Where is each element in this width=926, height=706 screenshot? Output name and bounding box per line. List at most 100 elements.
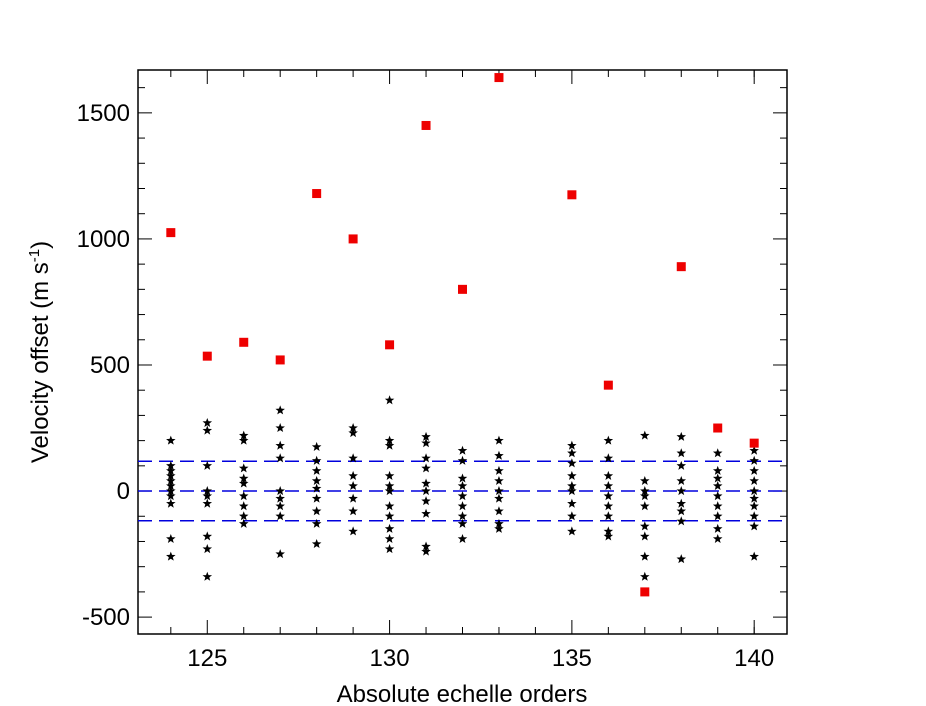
star-point <box>421 478 431 488</box>
star-point <box>421 508 431 518</box>
star-point <box>640 501 650 511</box>
star-point <box>567 486 577 496</box>
star-point <box>202 571 213 581</box>
x-tick-label: 130 <box>370 645 410 672</box>
square-point <box>458 284 467 294</box>
star-point <box>640 571 650 581</box>
star-point <box>567 440 577 450</box>
star-point <box>202 417 213 428</box>
star-point <box>603 491 614 501</box>
star-point <box>749 501 759 511</box>
star-point <box>676 506 687 516</box>
star-point <box>275 501 285 511</box>
y-axis-label-end: ) <box>27 241 54 249</box>
star-point <box>749 486 759 496</box>
star-point <box>384 481 395 491</box>
star-point <box>166 481 176 491</box>
star-point <box>421 541 431 551</box>
star-point <box>238 501 249 511</box>
star-point <box>494 518 504 528</box>
star-point <box>166 498 176 508</box>
star-point <box>202 498 213 508</box>
star-point <box>749 493 759 503</box>
star-point <box>166 465 176 475</box>
star-point <box>384 533 395 543</box>
star-point <box>494 486 504 496</box>
star-point <box>640 486 650 496</box>
star-point <box>238 491 249 501</box>
star-point <box>421 453 431 463</box>
star-point <box>384 486 395 496</box>
plot-frame <box>137 69 788 635</box>
star-point <box>603 470 614 480</box>
star-point <box>384 511 395 521</box>
star-point <box>457 518 468 528</box>
square-point <box>385 340 395 350</box>
star-point <box>494 465 504 475</box>
star-point <box>749 551 759 561</box>
square-point <box>275 355 285 365</box>
star-point <box>457 491 468 501</box>
star-point <box>384 544 395 554</box>
star-point <box>676 554 687 564</box>
star-point <box>567 458 577 468</box>
star-point <box>640 531 650 541</box>
y-axis-label: Velocity offset (m s-1) <box>26 241 54 463</box>
star-point <box>567 481 577 491</box>
star-point <box>603 453 614 463</box>
star-point <box>238 430 249 440</box>
star-point <box>640 491 650 501</box>
square-point <box>348 234 358 244</box>
star-point <box>712 533 723 543</box>
star-point <box>457 445 468 455</box>
star-point <box>202 531 213 541</box>
star-point <box>457 511 468 521</box>
star-point <box>603 481 614 491</box>
square-point <box>676 262 686 272</box>
star-point <box>421 546 431 556</box>
star-point <box>384 435 395 445</box>
square-point <box>749 438 759 448</box>
star-point <box>676 431 687 441</box>
square-point <box>640 587 650 597</box>
star-point <box>494 523 504 533</box>
star-point <box>603 531 614 541</box>
star-point <box>749 511 759 521</box>
star-point <box>348 481 358 491</box>
star-point <box>640 521 650 531</box>
star-point <box>457 455 468 465</box>
star-point <box>457 501 468 511</box>
star-point <box>166 551 176 561</box>
star-point <box>494 450 504 460</box>
y-tick-label: 1000 <box>77 226 130 253</box>
star-point <box>166 491 176 501</box>
square-point <box>312 189 322 199</box>
square-point <box>421 120 431 130</box>
star-point <box>275 440 285 450</box>
star-point <box>457 481 468 491</box>
star-point <box>567 498 577 508</box>
star-point <box>275 405 285 415</box>
y-tick-label: 500 <box>90 352 130 379</box>
star-point <box>311 465 322 475</box>
star-point <box>311 475 322 486</box>
star-point <box>384 395 395 405</box>
square-point <box>239 337 249 347</box>
star-point <box>676 475 687 486</box>
star-point <box>676 460 687 470</box>
star-point <box>676 448 687 458</box>
star-point <box>202 425 213 435</box>
star-point <box>311 455 322 465</box>
star-point <box>348 428 358 438</box>
star-point <box>749 445 759 455</box>
star-point <box>676 516 687 526</box>
star-point <box>712 491 723 501</box>
star-point <box>457 533 468 543</box>
star-point <box>712 481 723 491</box>
star-point <box>348 470 358 480</box>
star-point <box>712 473 723 483</box>
star-point <box>384 523 395 533</box>
star-point <box>603 435 614 445</box>
x-tick-label: 125 <box>187 645 227 672</box>
